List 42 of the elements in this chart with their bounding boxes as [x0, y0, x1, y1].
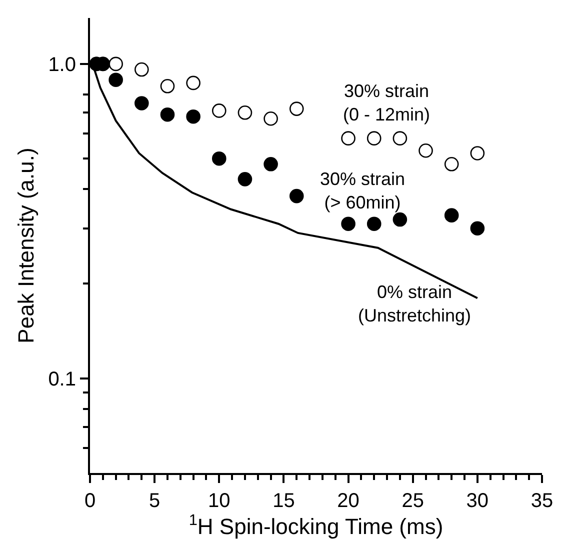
x-tick-label: 35	[530, 490, 554, 512]
y-tick-label: 1.0	[48, 54, 76, 76]
point	[392, 212, 408, 227]
point	[289, 188, 304, 204]
point	[160, 107, 175, 122]
x-axis-title: $^{1}$H Spin-locking Time (ms)	[188, 512, 444, 540]
point	[470, 146, 485, 160]
series-label: 30% strain (0 - 12min)	[343, 81, 430, 124]
point	[264, 111, 278, 126]
point	[392, 131, 408, 146]
x-tick-label: 5	[149, 490, 160, 512]
series-label: 0% strain (Unstretching)	[358, 282, 472, 326]
point	[238, 172, 252, 186]
point	[108, 56, 123, 72]
point	[212, 104, 226, 118]
point	[341, 131, 356, 146]
x-tick-label: 20	[337, 490, 360, 512]
point	[444, 157, 459, 172]
x-tick-label: 0	[84, 490, 96, 512]
point	[289, 102, 304, 116]
point	[341, 216, 356, 232]
x-tick-label: 25	[402, 490, 424, 512]
point	[470, 221, 485, 236]
x-tick-label: 15	[272, 490, 295, 512]
y-tick-label: 0.1	[48, 368, 76, 390]
point	[212, 151, 226, 166]
point	[134, 96, 149, 110]
y-axis-title: Peak Intensity (a.u.)	[13, 148, 38, 344]
x-tick-label: 10	[208, 490, 230, 512]
point	[186, 76, 200, 90]
point	[418, 143, 433, 158]
point	[186, 109, 200, 124]
point	[366, 216, 382, 232]
x-tick-label: 30	[466, 490, 489, 512]
series-label: 30% strain (> 60min)	[320, 169, 406, 212]
point	[366, 131, 382, 146]
point	[160, 78, 175, 94]
point	[238, 106, 252, 120]
point	[444, 208, 459, 222]
point	[108, 72, 123, 88]
point	[134, 62, 149, 77]
point	[264, 157, 278, 172]
